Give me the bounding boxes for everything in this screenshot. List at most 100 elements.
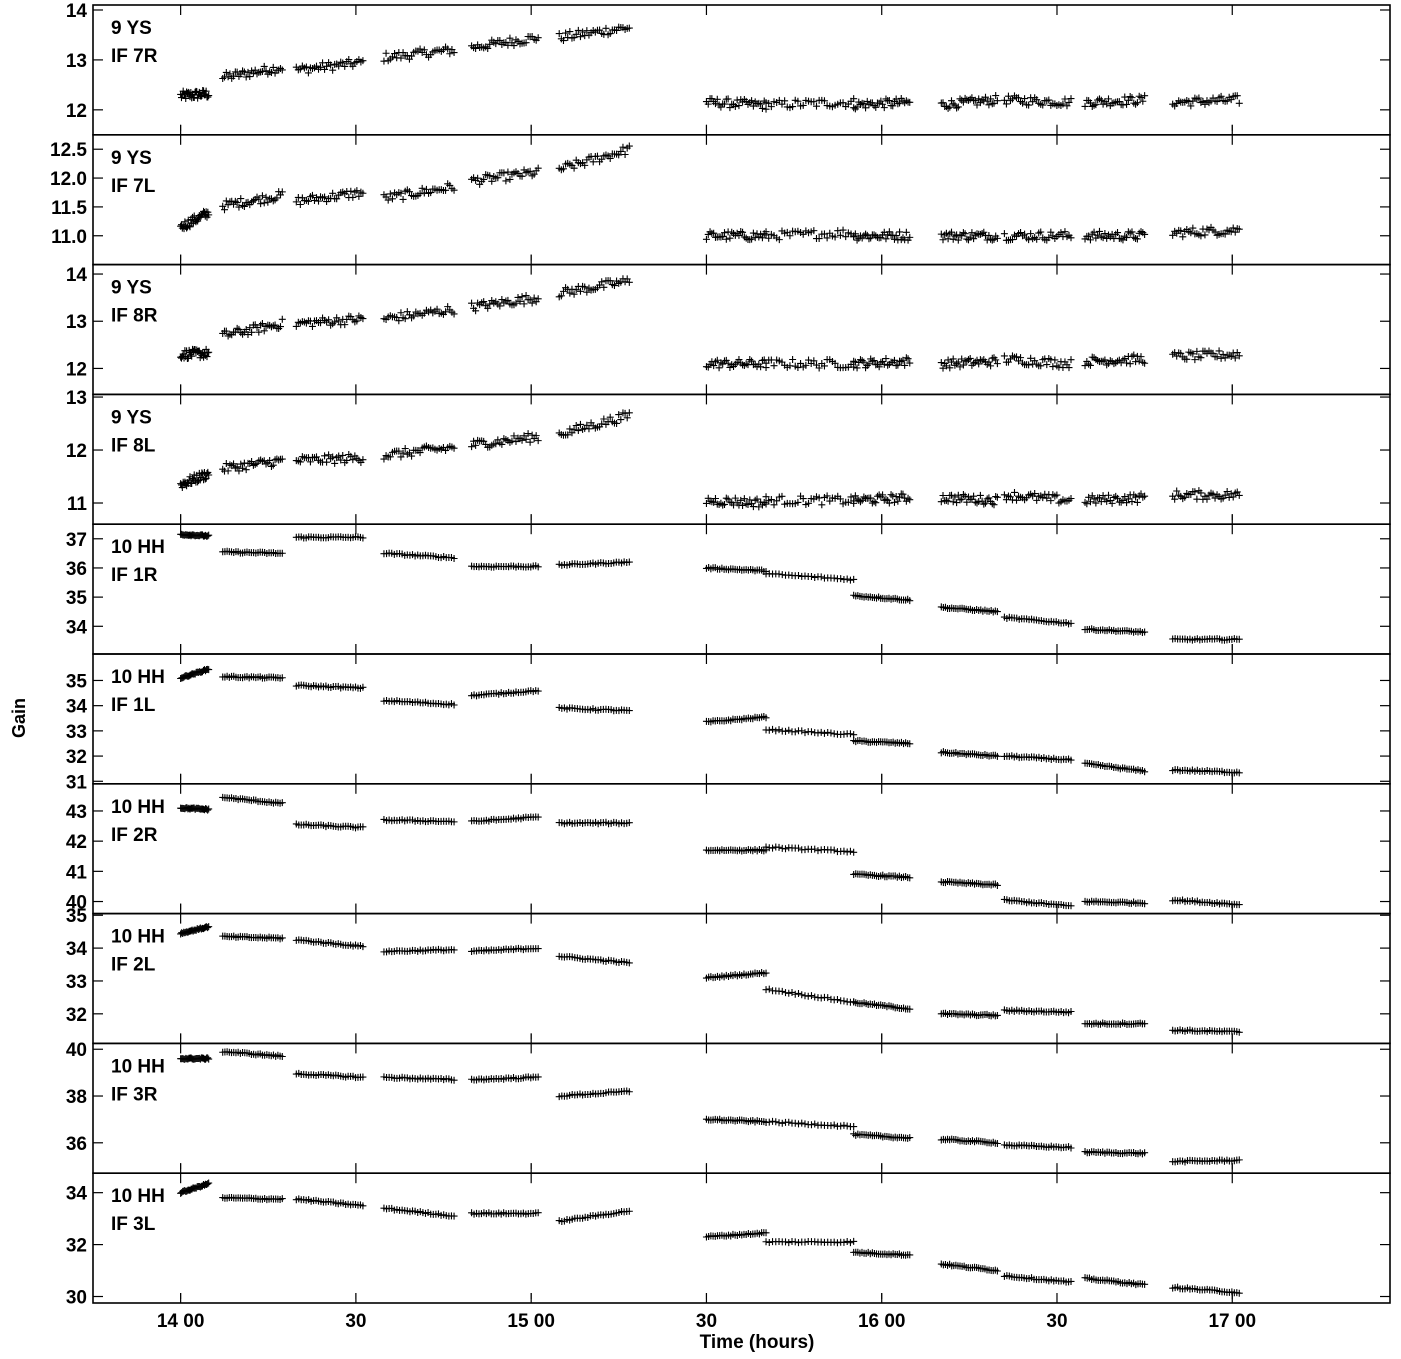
data-point bbox=[1013, 496, 1021, 504]
data-point bbox=[870, 357, 878, 365]
data-point bbox=[534, 437, 542, 445]
data-point bbox=[321, 193, 329, 201]
data-point bbox=[949, 235, 957, 243]
data-point bbox=[522, 291, 530, 299]
data-point bbox=[410, 312, 418, 320]
data-point bbox=[791, 990, 799, 998]
data-point bbox=[512, 299, 520, 307]
data-point bbox=[1101, 356, 1109, 364]
data-point bbox=[956, 363, 964, 371]
data-point bbox=[530, 294, 538, 302]
data-point bbox=[767, 496, 775, 504]
data-point bbox=[492, 440, 500, 448]
data-point bbox=[724, 95, 732, 103]
data-point bbox=[518, 436, 526, 444]
data-point bbox=[817, 728, 825, 736]
data-point bbox=[867, 234, 875, 242]
data-point bbox=[954, 491, 962, 499]
data-point bbox=[971, 96, 979, 104]
data-point bbox=[589, 158, 597, 166]
data-point bbox=[762, 105, 770, 113]
data-point bbox=[810, 227, 818, 235]
data-point bbox=[798, 991, 806, 999]
data-point bbox=[990, 235, 998, 243]
data-point bbox=[715, 364, 723, 372]
data-point bbox=[702, 235, 710, 243]
data-point bbox=[278, 549, 286, 557]
data-point bbox=[202, 87, 210, 95]
data-point bbox=[1189, 224, 1197, 232]
data-point bbox=[262, 67, 270, 75]
data-point bbox=[359, 534, 367, 542]
data-point bbox=[257, 456, 265, 464]
data-point bbox=[966, 233, 974, 241]
data-point bbox=[1092, 101, 1100, 109]
data-point bbox=[1000, 491, 1008, 499]
data-point bbox=[242, 325, 250, 333]
data-point bbox=[1114, 229, 1122, 237]
data-point bbox=[617, 147, 625, 155]
data-point bbox=[993, 360, 1001, 368]
data-point bbox=[1235, 225, 1243, 233]
panel-label-source: 10 HH bbox=[111, 1056, 165, 1077]
data-point bbox=[534, 295, 542, 303]
data-point bbox=[860, 493, 868, 501]
y-tick-label: 34 bbox=[66, 1184, 88, 1205]
data-point bbox=[794, 844, 802, 852]
data-point bbox=[772, 727, 780, 735]
data-point bbox=[882, 355, 890, 363]
data-point bbox=[737, 228, 745, 236]
data-point bbox=[873, 492, 881, 500]
y-tick-label: 43 bbox=[66, 802, 87, 823]
data-point bbox=[830, 574, 838, 582]
data-point bbox=[418, 184, 426, 192]
data-point bbox=[721, 100, 729, 108]
data-point bbox=[1088, 102, 1096, 110]
data-point bbox=[1193, 347, 1201, 355]
data-point bbox=[953, 104, 961, 112]
data-point bbox=[823, 234, 831, 242]
data-point bbox=[970, 492, 978, 500]
data-point bbox=[985, 494, 993, 502]
data-point bbox=[325, 316, 333, 324]
data-point bbox=[757, 100, 765, 108]
panel-label-if: IF 3L bbox=[111, 1214, 156, 1235]
data-point bbox=[1213, 98, 1221, 106]
data-point bbox=[205, 531, 213, 539]
data-point bbox=[1083, 500, 1091, 508]
data-point bbox=[851, 230, 859, 238]
data-point bbox=[850, 1237, 858, 1245]
data-point bbox=[518, 172, 526, 180]
data-point bbox=[572, 421, 580, 429]
x-tick-label: 30 bbox=[345, 1311, 366, 1332]
data-point bbox=[248, 458, 256, 466]
data-point bbox=[397, 54, 405, 62]
data-point bbox=[954, 103, 962, 111]
data-point bbox=[762, 228, 770, 236]
data-point bbox=[335, 317, 343, 325]
data-point bbox=[581, 161, 589, 169]
data-point bbox=[839, 99, 847, 107]
data-point bbox=[890, 356, 898, 364]
data-point bbox=[801, 992, 809, 1000]
data-point bbox=[992, 493, 1000, 501]
data-point bbox=[953, 360, 961, 368]
data-point bbox=[188, 352, 196, 360]
y-tick-label: 13 bbox=[66, 51, 87, 72]
data-point bbox=[840, 847, 848, 855]
data-point bbox=[778, 1119, 786, 1127]
data-point bbox=[1139, 229, 1147, 237]
data-point bbox=[894, 361, 902, 369]
data-point bbox=[863, 97, 871, 105]
data-point bbox=[775, 726, 783, 734]
data-point bbox=[992, 92, 1000, 100]
y-tick-label: 14 bbox=[66, 1, 88, 22]
data-point bbox=[1229, 224, 1237, 232]
data-point bbox=[980, 228, 988, 236]
data-point bbox=[1229, 493, 1237, 501]
data-point bbox=[327, 61, 335, 69]
data-point bbox=[1173, 487, 1181, 495]
data-point bbox=[1141, 628, 1149, 636]
data-point bbox=[625, 558, 633, 566]
data-point bbox=[219, 202, 227, 210]
